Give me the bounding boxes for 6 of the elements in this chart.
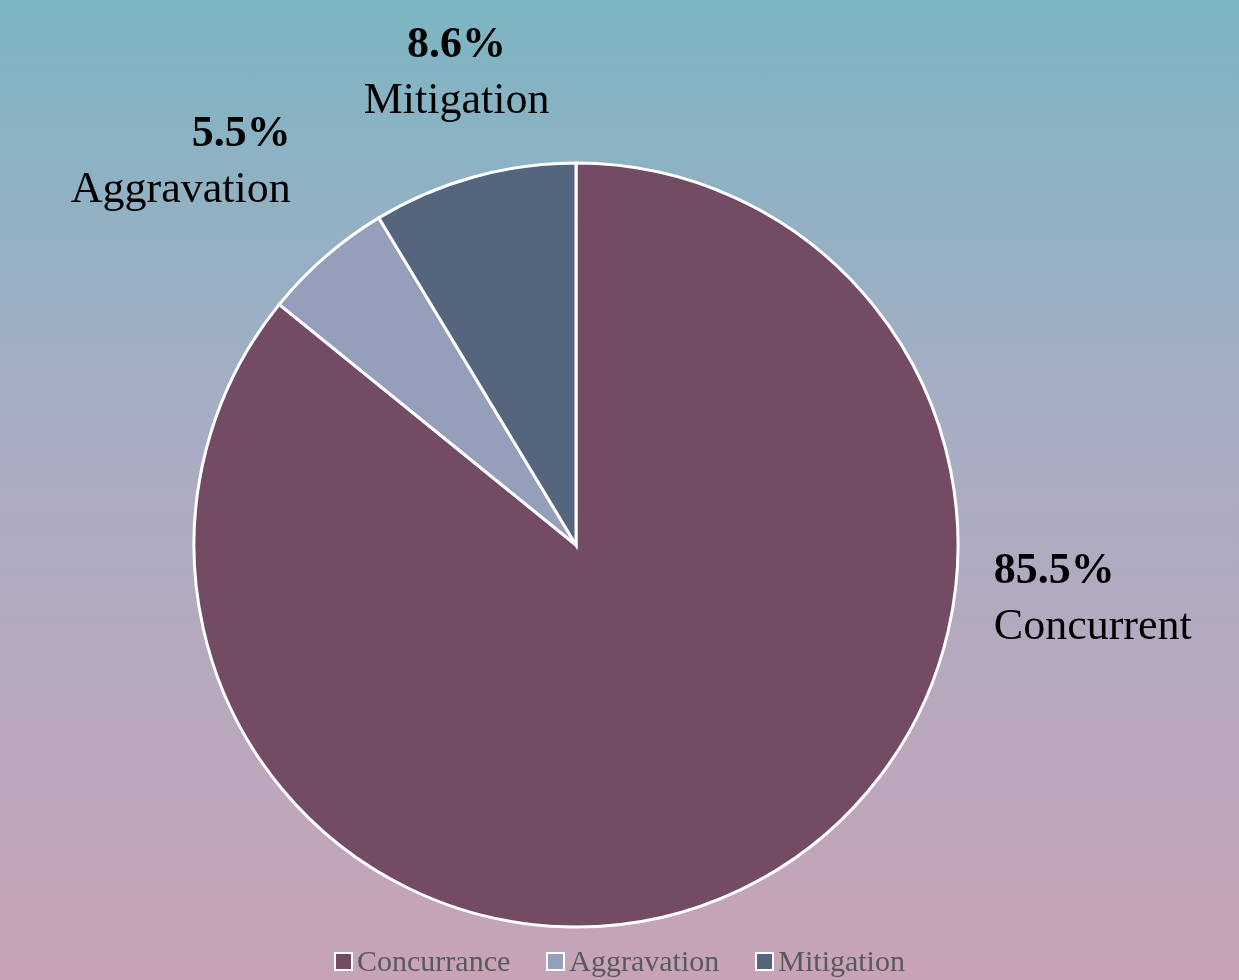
data-label: 5.5% Aggravation bbox=[70, 106, 291, 212]
legend-label: Aggravation bbox=[569, 944, 720, 978]
legend-label: Mitigation bbox=[778, 944, 905, 978]
data-label: 8.6% Mitigation bbox=[363, 17, 550, 123]
legend-label: Concurrance bbox=[357, 944, 511, 978]
data-label: 85.5% Concurrent bbox=[993, 544, 1192, 650]
